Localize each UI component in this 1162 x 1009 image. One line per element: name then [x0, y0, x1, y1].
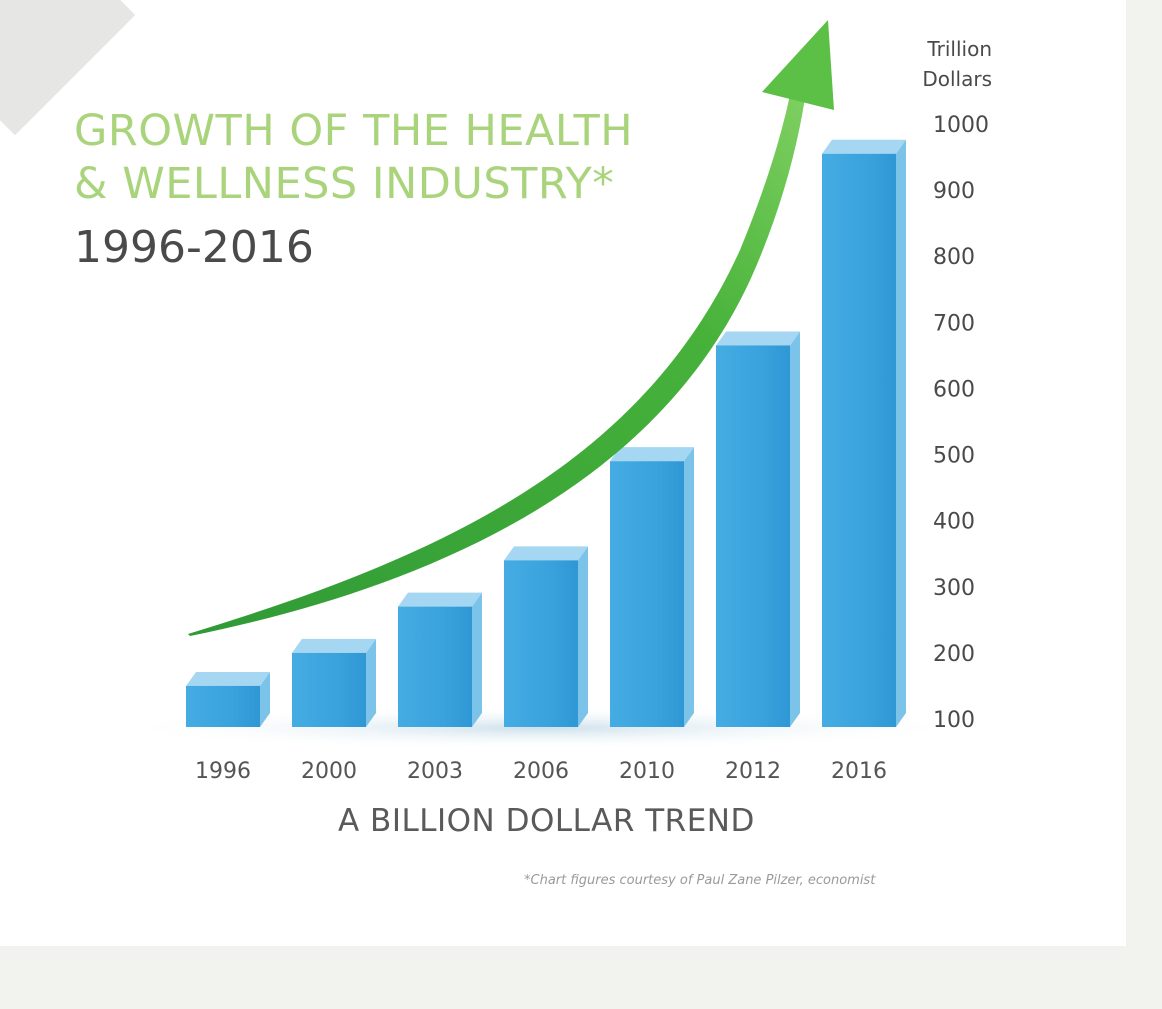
y-axis-unit-line-2: Dollars [922, 67, 992, 91]
bar-front-face [398, 606, 472, 727]
bar-front-face [610, 461, 684, 727]
bar-side-face [366, 638, 376, 727]
bar [822, 139, 906, 727]
y-axis-unit-label: Trillion Dollars [890, 34, 992, 94]
bar-top-face [716, 331, 800, 346]
chart-subtitle: 1996-2016 [74, 222, 314, 273]
y-axis-unit-line-1: Trillion [927, 37, 992, 61]
bar [292, 638, 376, 727]
x-tick-label: 2012 [725, 759, 781, 784]
x-tick-label: 2016 [831, 759, 887, 784]
bar-side-face [260, 671, 270, 727]
bar-side-face [896, 139, 906, 727]
y-tick-label: 1000 [933, 113, 989, 138]
bar-side-face [578, 546, 588, 727]
trend-arrow-head [762, 20, 834, 110]
bar [504, 546, 588, 727]
bar-top-face [610, 447, 694, 462]
bar-front-face [822, 153, 896, 727]
bar-side-face [684, 447, 694, 727]
y-tick-label: 300 [933, 576, 975, 601]
y-tick-label: 600 [933, 377, 975, 402]
bar-side-face [790, 331, 800, 727]
bar-top-face [822, 139, 906, 154]
bar-front-face [292, 652, 366, 727]
bar-front-face [504, 560, 578, 727]
bar-chart: 100 200 300 400 500 600 700 800 900 1000 1996 2000… [100, 20, 989, 784]
bar [610, 447, 694, 727]
y-tick-label: 900 [933, 179, 975, 204]
x-tick-label: 1996 [195, 759, 251, 784]
x-tick-label: 2003 [407, 759, 463, 784]
y-tick-label: 700 [933, 311, 975, 336]
y-tick-label: 800 [933, 245, 975, 270]
chart-title-line-2: & WELLNESS INDUSTRY* [74, 159, 615, 209]
x-tick-label: 2000 [301, 759, 357, 784]
bar-top-face [292, 638, 376, 653]
x-axis-caption: A BILLION DOLLAR TREND [338, 803, 755, 839]
y-tick-label: 400 [933, 510, 975, 535]
x-tick-label: 2010 [619, 759, 675, 784]
y-tick-label: 500 [933, 444, 975, 469]
bar-front-face [186, 685, 260, 727]
bar [398, 592, 482, 727]
bar-top-face [504, 546, 588, 561]
bar-front-face [716, 345, 790, 727]
trend-arrow-body [188, 95, 805, 636]
chart-card: GROWTH OF THE HEALTH & WELLNESS INDUSTRY… [0, 0, 1126, 946]
y-tick-label: 200 [933, 642, 975, 667]
y-tick-label: 100 [933, 708, 975, 733]
x-tick-label: 2006 [513, 759, 569, 784]
bar [186, 671, 270, 727]
bar-side-face [472, 592, 482, 727]
chart-title-line-1: GROWTH OF THE HEALTH [74, 106, 634, 156]
bar-top-face [398, 592, 482, 607]
footnote: *Chart figures courtesy of Paul Zane Pil… [524, 873, 876, 888]
bar-top-face [186, 671, 270, 686]
bar [716, 331, 800, 727]
